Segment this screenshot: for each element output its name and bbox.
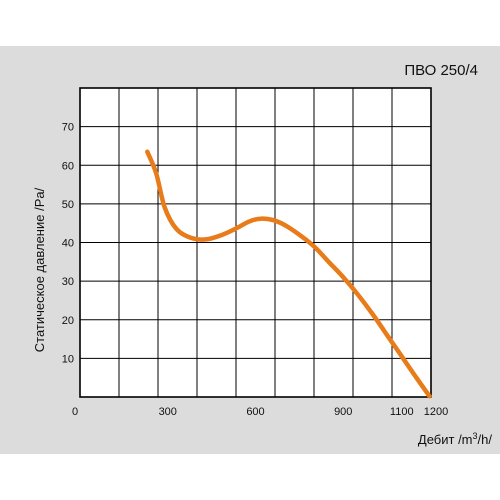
y-tick-label: 70 (62, 122, 74, 134)
x-tick-label: 0 (72, 406, 78, 418)
y-axis-title: Статическое давление /Pa/ (32, 187, 47, 352)
y-tick-label: 10 (62, 353, 74, 365)
chart-title: ПВО 250/4 (404, 62, 478, 79)
y-axis-ticks: 10 20 30 40 50 60 70 (62, 122, 74, 366)
y-tick-label: 40 (62, 238, 74, 250)
y-tick-label: 20 (62, 315, 74, 327)
x-tick-label: 300 (159, 406, 177, 418)
x-axis-title: Дебит /m3/h/ (418, 431, 492, 447)
series-layer (145, 149, 432, 399)
y-tick-label: 50 (62, 199, 74, 211)
x-tick-label: 900 (334, 406, 352, 418)
y-tick-label: 60 (62, 160, 74, 172)
x-axis-ticks: 0 300 600 900 1100 1200 (72, 406, 448, 418)
x-axis-title-sup: 3 (473, 431, 478, 441)
y-tick-label: 30 (62, 276, 74, 288)
series-line (145, 149, 432, 399)
grid-lines (80, 88, 431, 397)
x-tick-label: 1200 (424, 406, 448, 418)
x-tick-label: 1100 (390, 406, 414, 418)
x-axis-title-tail: /h/ (478, 432, 493, 447)
x-tick-label: 600 (246, 406, 264, 418)
x-axis-title-main: Дебит /m (418, 432, 473, 447)
